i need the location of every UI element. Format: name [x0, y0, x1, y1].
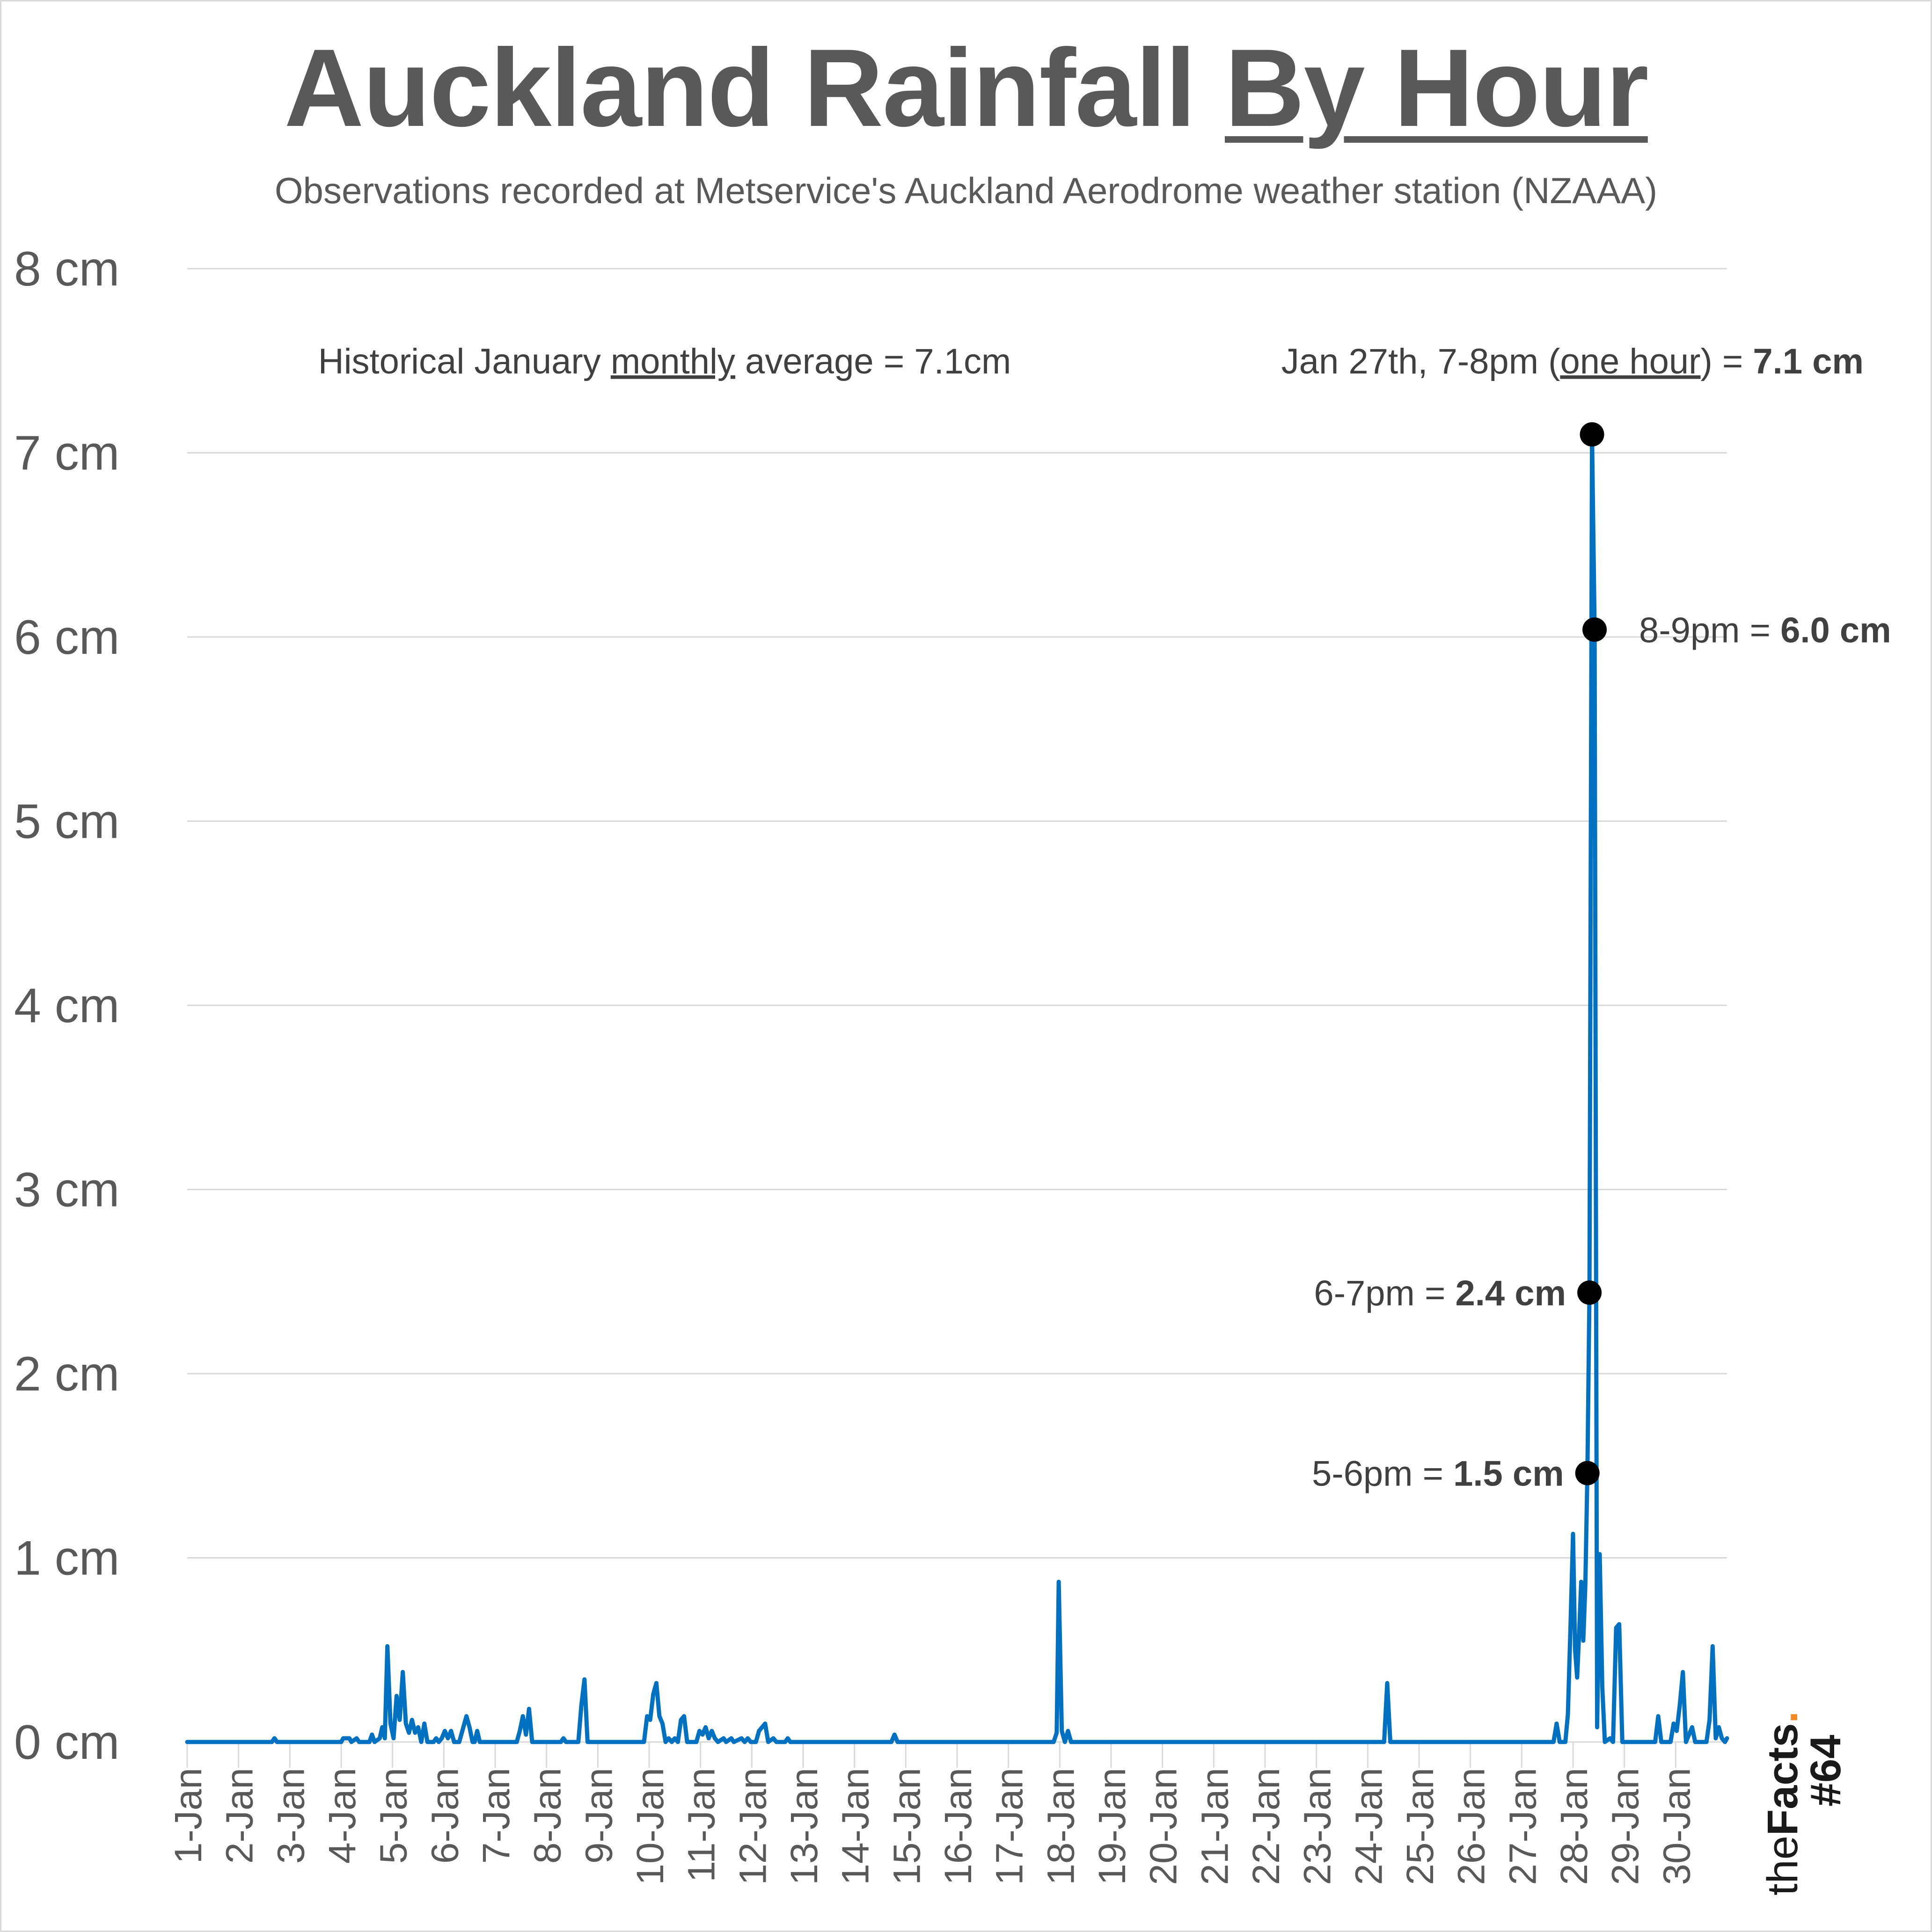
x-tick-label-29-Jan: 29-Jan	[1604, 1768, 1647, 1885]
x-tick-label-15-Jan: 15-Jan	[886, 1768, 928, 1885]
highlight-label-1: 6-7pm = 2.4 cm	[1314, 1273, 1566, 1313]
y-tick-label-0: 0 cm	[14, 1715, 119, 1770]
brand-dot: .	[1760, 1711, 1807, 1723]
x-tick-label-6-Jan: 6-Jan	[424, 1768, 466, 1864]
x-tick-label-11-Jan: 11-Jan	[681, 1768, 723, 1882]
annotation-peak-hour: Jan 27th, 7-8pm (one hour) = 7.1 cm	[1281, 342, 1864, 381]
annotation-historical-before: Historical January	[318, 342, 611, 381]
highlight-points	[1575, 422, 1607, 1486]
x-tick-label-13-Jan: 13-Jan	[783, 1768, 826, 1885]
highlight-point-1	[1577, 1280, 1602, 1305]
y-tick-label-3: 3 cm	[14, 1163, 119, 1217]
x-tick-label-24-Jan: 24-Jan	[1347, 1768, 1390, 1885]
x-tick-label-1-Jan: 1-Jan	[167, 1768, 210, 1864]
x-tick-label-10-Jan: 10-Jan	[629, 1768, 672, 1885]
annotation-peak-underlined: one hour	[1560, 342, 1700, 381]
annotation-historical-average: Historical January monthly average = 7.1…	[318, 342, 1011, 381]
x-tick-label-28-Jan: 28-Jan	[1553, 1768, 1595, 1885]
highlight-point-3	[1582, 617, 1607, 642]
x-tick-label-7-Jan: 7-Jan	[475, 1768, 518, 1864]
annotation-peak-before: Jan 27th, 7-8pm (	[1281, 342, 1560, 381]
x-tick-label-16-Jan: 16-Jan	[937, 1768, 980, 1885]
highlight-label-value-1: 2.4 cm	[1455, 1273, 1566, 1313]
chart-subtitle: Observations recorded at Metservice's Au…	[274, 170, 1658, 211]
x-tick-label-26-Jan: 26-Jan	[1450, 1768, 1493, 1885]
x-tick-label-12-Jan: 12-Jan	[732, 1768, 774, 1885]
x-tick-label-30-Jan: 30-Jan	[1655, 1768, 1698, 1885]
annotation-peak-after: ) =	[1700, 342, 1753, 381]
x-tick-label-23-Jan: 23-Jan	[1296, 1768, 1339, 1885]
y-tick-label-2: 2 cm	[14, 1347, 119, 1401]
brand-logo: theFacts. #64	[1759, 1694, 1850, 1895]
series-line-hourly-rainfall	[185, 432, 1729, 1744]
x-tick-label-17-Jan: 17-Jan	[988, 1768, 1031, 1885]
y-tick-label-8: 8 cm	[14, 242, 119, 296]
y-axis: 0 cm 1 cm 2 cm 3 cm 4 cm 5 cm 6 cm 7 cm 8 cm	[14, 242, 119, 1770]
annotation-historical-after: average = 7.1cm	[735, 342, 1011, 381]
title-underlined: By Hour	[1224, 26, 1649, 150]
x-tick-label-14-Jan: 14-Jan	[834, 1768, 877, 1885]
x-tick-label-2-Jan: 2-Jan	[219, 1768, 261, 1864]
highlight-point-0	[1575, 1461, 1600, 1486]
brand-number: #64	[1802, 1735, 1844, 1807]
x-tick-label-20-Jan: 20-Jan	[1142, 1768, 1185, 1885]
x-tick-label-3-Jan: 3-Jan	[270, 1768, 312, 1864]
svg-text:theFacts.: theFacts.	[1760, 1711, 1807, 1895]
highlight-point-2	[1580, 422, 1604, 447]
annotation-peak-bold: 7.1 cm	[1753, 342, 1864, 381]
x-tick-label-19-Jan: 19-Jan	[1091, 1768, 1134, 1885]
y-tick-label-1: 1 cm	[14, 1531, 119, 1586]
y-tick-label-6: 6 cm	[14, 610, 119, 665]
y-tick-label-4: 4 cm	[14, 979, 119, 1033]
x-tick-label-9-Jan: 9-Jan	[578, 1768, 620, 1864]
title-main: Auckland Rainfall	[284, 26, 1225, 150]
grid-lines	[187, 268, 1727, 1743]
highlight-label-prefix-1: 6-7pm =	[1314, 1273, 1455, 1313]
brand-prefix: the	[1760, 1836, 1807, 1895]
highlight-label-prefix-3: 8-9pm =	[1639, 610, 1780, 650]
highlight-label-3: 8-9pm = 6.0 cm	[1639, 610, 1891, 650]
x-tick-label-25-Jan: 25-Jan	[1399, 1768, 1442, 1885]
x-tick-label-22-Jan: 22-Jan	[1245, 1768, 1288, 1885]
x-tick-label-4-Jan: 4-Jan	[321, 1768, 364, 1864]
x-tick-label-27-Jan: 27-Jan	[1501, 1768, 1544, 1885]
y-tick-label-7: 7 cm	[14, 426, 119, 481]
x-tick-label-21-Jan: 21-Jan	[1193, 1768, 1236, 1885]
x-tick-label-18-Jan: 18-Jan	[1039, 1768, 1082, 1885]
x-tick-label-8-Jan: 8-Jan	[527, 1768, 569, 1864]
annotation-historical-underlined: monthly	[611, 342, 735, 381]
chart-title: Auckland Rainfall By Hour	[0, 33, 1932, 143]
highlight-label-prefix-0: 5-6pm =	[1312, 1454, 1453, 1493]
y-tick-label-5: 5 cm	[14, 795, 119, 849]
highlight-labels: 5-6pm = 1.5 cm 6-7pm = 2.4 cm 8-9pm = 6.0 …	[1312, 610, 1891, 1493]
x-tick-label-5-Jan: 5-Jan	[373, 1768, 415, 1864]
highlight-label-value-3: 6.0 cm	[1780, 610, 1891, 650]
brand-name: Facts	[1760, 1723, 1807, 1836]
x-axis: 1-Jan 2-Jan 3-Jan 4-Jan 5-Jan 6-Jan 7-Jan 8-Jan…	[167, 1742, 1698, 1885]
highlight-label-value-0: 1.5 cm	[1453, 1454, 1564, 1493]
highlight-label-0: 5-6pm = 1.5 cm	[1312, 1454, 1564, 1493]
